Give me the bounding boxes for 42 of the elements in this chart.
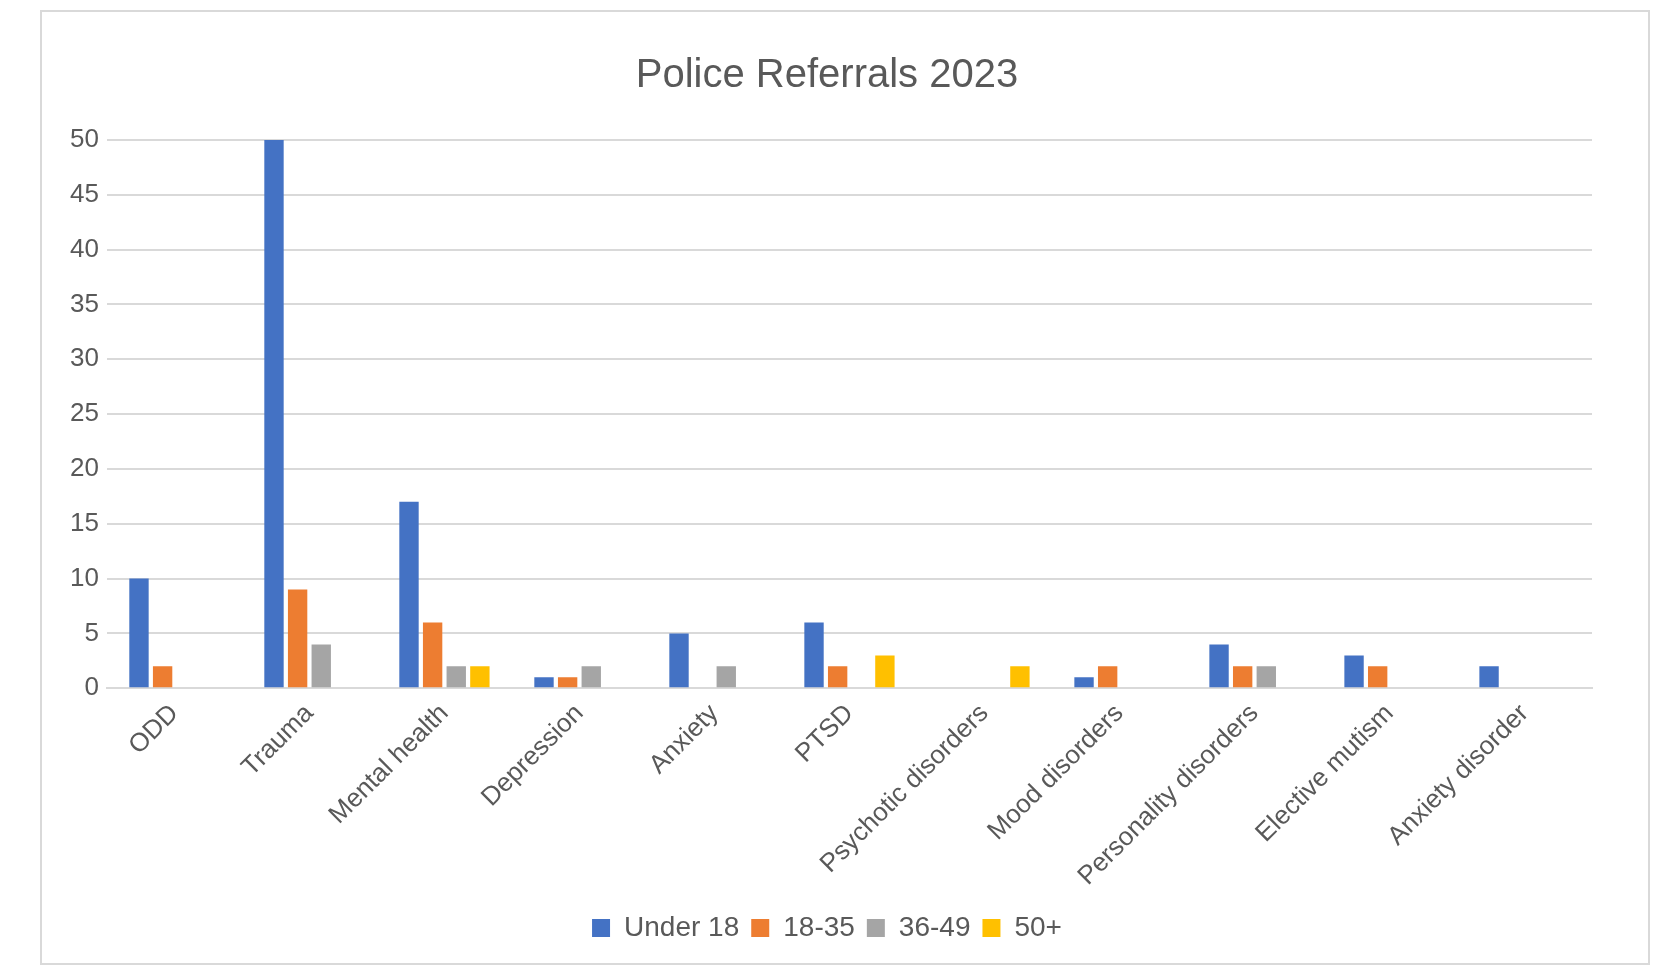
y-tick-label: 5: [84, 616, 99, 647]
bar: [287, 589, 308, 688]
bar: [804, 622, 824, 688]
bar: [827, 666, 848, 688]
y-tick-label: 15: [70, 506, 99, 537]
bar: [1010, 666, 1030, 688]
bar: [1097, 666, 1118, 688]
y-tick-label: 35: [70, 287, 99, 318]
bar: [1232, 666, 1253, 688]
bar: [716, 666, 736, 688]
bar: [129, 578, 149, 688]
y-tick-label: 0: [84, 671, 99, 702]
y-tick-label: 30: [70, 342, 99, 373]
bar: [311, 644, 331, 688]
chart-title: Police Referrals 2023: [635, 51, 1019, 96]
y-tick-label: 50: [70, 123, 99, 154]
y-tick-label: 10: [70, 561, 99, 592]
legend-label: 18-35: [783, 910, 855, 942]
bar: [470, 666, 490, 688]
y-tick-label: 40: [70, 232, 99, 263]
y-tick-label: 25: [70, 397, 99, 428]
legend-label: Under 18: [624, 910, 740, 942]
bar: [264, 140, 284, 688]
bar: [152, 666, 173, 688]
bar: [1256, 666, 1276, 688]
bar: [1074, 677, 1094, 688]
bar: [399, 501, 419, 688]
legend-label: 50+: [1014, 910, 1062, 942]
bar: [534, 677, 554, 688]
y-tick-label: 45: [70, 178, 99, 208]
bar: [1344, 655, 1364, 688]
bar: [581, 666, 601, 688]
bar: [422, 622, 443, 688]
legend-label: 36-49: [898, 910, 971, 942]
bar: [875, 655, 895, 688]
bar: [1209, 644, 1229, 688]
bar: [1479, 666, 1499, 688]
bar: [446, 666, 466, 688]
bar: [1367, 666, 1388, 688]
y-tick-label: 20: [70, 452, 99, 483]
bar: [669, 633, 689, 688]
bar: [557, 677, 578, 688]
